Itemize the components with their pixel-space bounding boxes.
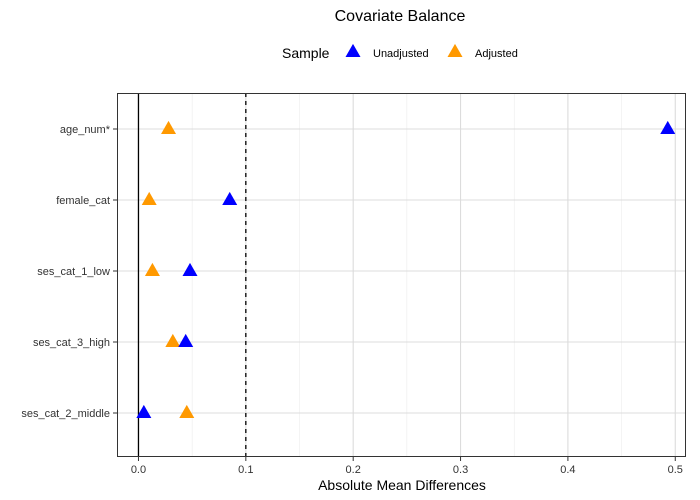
- x-tick-label: 0.0: [131, 464, 146, 476]
- plot-area: [117, 93, 686, 457]
- y-tick-label: ses_cat_1_low: [37, 266, 110, 278]
- point-adjusted: [165, 333, 181, 347]
- point-unadjusted: [136, 404, 152, 418]
- x-axis: 0.0 0.1 0.2 0.3 0.4 0.5: [131, 457, 683, 476]
- legend: Sample Unadjusted Adjusted: [282, 43, 518, 61]
- point-adjusted: [144, 262, 160, 276]
- y-tick-label: age_num*: [60, 124, 111, 136]
- x-tick-label: 0.4: [560, 464, 575, 476]
- x-tick-label: 0.2: [346, 464, 361, 476]
- legend-marker-unadjusted: [345, 43, 361, 57]
- point-adjusted: [141, 191, 157, 205]
- x-tick-label: 0.3: [453, 464, 468, 476]
- y-tick-label: female_cat: [56, 195, 110, 207]
- point-unadjusted: [222, 191, 238, 205]
- point-adjusted: [161, 120, 177, 134]
- legend-title: Sample: [282, 45, 330, 61]
- legend-marker-adjusted: [447, 43, 463, 57]
- plot-panel: [117, 93, 686, 457]
- x-tick-label: 0.5: [668, 464, 683, 476]
- point-unadjusted: [660, 120, 676, 134]
- y-axis: age_num* female_cat ses_cat_1_low ses_cat_3…: [21, 124, 117, 420]
- reference-lines: [137, 93, 247, 457]
- x-tick-label: 0.1: [238, 464, 253, 476]
- legend-label-unadjusted: Unadjusted: [373, 48, 429, 60]
- plot-border: [117, 93, 686, 457]
- y-tick-label: ses_cat_3_high: [33, 337, 110, 349]
- data-points: [136, 120, 676, 418]
- point-unadjusted: [178, 333, 194, 347]
- point-adjusted: [179, 404, 195, 418]
- point-unadjusted: [182, 262, 198, 276]
- chart-title: Covariate Balance: [335, 8, 466, 25]
- legend-label-adjusted: Adjusted: [475, 48, 518, 60]
- x-axis-title: Absolute Mean Differences: [318, 477, 486, 493]
- y-tick-label: ses_cat_2_middle: [21, 408, 110, 420]
